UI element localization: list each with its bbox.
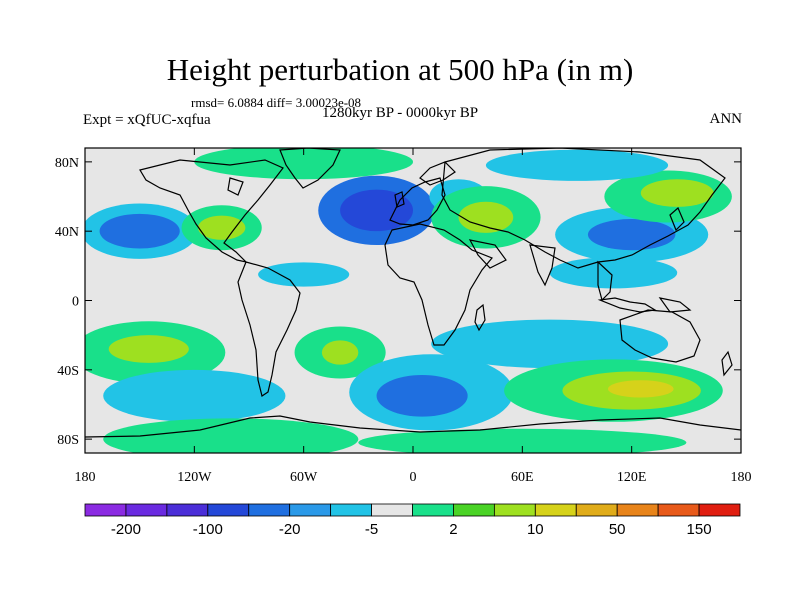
lon-tick-label: 180 <box>75 470 96 485</box>
colorbar-label: -5 <box>365 521 378 538</box>
field-region <box>103 369 286 422</box>
field-region <box>607 380 674 398</box>
map-title: Height perturbation at 500 hPa (in m) <box>166 52 634 87</box>
colorbar-swatch <box>493 503 536 517</box>
colorbar-swatch <box>84 503 127 517</box>
field-region <box>640 179 714 207</box>
colorbar-swatch <box>616 503 659 517</box>
colorbar-swatch <box>166 503 209 517</box>
field-region <box>587 219 676 251</box>
period-label: 1280kyr BP - 0000kyr BP <box>322 105 479 121</box>
colorbar-label: 2 <box>449 521 457 538</box>
colorbar-swatch <box>330 503 372 517</box>
field-region <box>258 262 350 287</box>
lon-tick-label: 120E <box>617 470 647 485</box>
colorbar-label: -100 <box>193 521 223 538</box>
lat-tick-label: 40N <box>55 225 79 240</box>
field-region <box>108 335 189 363</box>
colorbar-label: -200 <box>111 521 141 538</box>
experiment-label: Expt = xQfUC-xqfua <box>83 112 211 128</box>
lat-tick-label: 80N <box>55 156 79 171</box>
colorbar-label: 50 <box>609 521 626 538</box>
lat-tick-label: 80S <box>57 433 79 448</box>
latitude-axis: 80N 40N 0 40S 80S <box>55 156 741 448</box>
colorbar-label: -20 <box>279 521 301 538</box>
field-region <box>194 148 413 180</box>
colorbar-swatch <box>289 503 332 517</box>
colorbar-swatch <box>125 503 168 517</box>
lon-tick-label: 60W <box>290 470 318 485</box>
coastlines <box>85 148 741 438</box>
stats-text: rmsd= 6.0884 diff= 3.00023e-08 <box>191 95 362 110</box>
colorbar-label: 10 <box>527 521 544 538</box>
colorbar-swatch <box>207 503 250 517</box>
lon-tick-label: 120W <box>177 470 212 485</box>
longitude-axis: 180 120W 60W 0 60E 120E 180 <box>75 148 752 485</box>
lon-tick-label: 0 <box>410 470 417 485</box>
field-region <box>321 340 359 365</box>
lon-tick-label: 60E <box>511 470 534 485</box>
lon-tick-label: 180 <box>731 470 752 485</box>
field-region <box>431 319 669 369</box>
field-region <box>376 375 468 417</box>
field-region <box>485 149 669 181</box>
colorbar-swatch <box>371 503 413 517</box>
field-region <box>197 215 246 240</box>
colorbar-swatch <box>412 503 454 517</box>
colorbar-swatch <box>248 503 291 517</box>
field-region <box>458 201 514 233</box>
height-field <box>85 148 732 453</box>
colorbar: -200 -100 -20 -5 2 10 50 150 <box>84 503 741 538</box>
field-region <box>99 213 180 249</box>
field-region <box>549 257 678 289</box>
colorbar-label: 150 <box>687 521 712 538</box>
lat-tick-label: 40S <box>57 364 79 379</box>
colorbar-swatch <box>657 503 700 517</box>
colorbar-swatch <box>453 503 495 517</box>
field-region <box>340 189 413 232</box>
colorbar-swatch <box>575 503 618 517</box>
lat-tick-label: 0 <box>72 295 79 310</box>
colorbar-swatch <box>534 503 577 517</box>
season-label: ANN <box>709 111 743 127</box>
colorbar-swatch <box>698 503 741 517</box>
field-region <box>358 428 687 453</box>
field-region <box>103 418 359 453</box>
